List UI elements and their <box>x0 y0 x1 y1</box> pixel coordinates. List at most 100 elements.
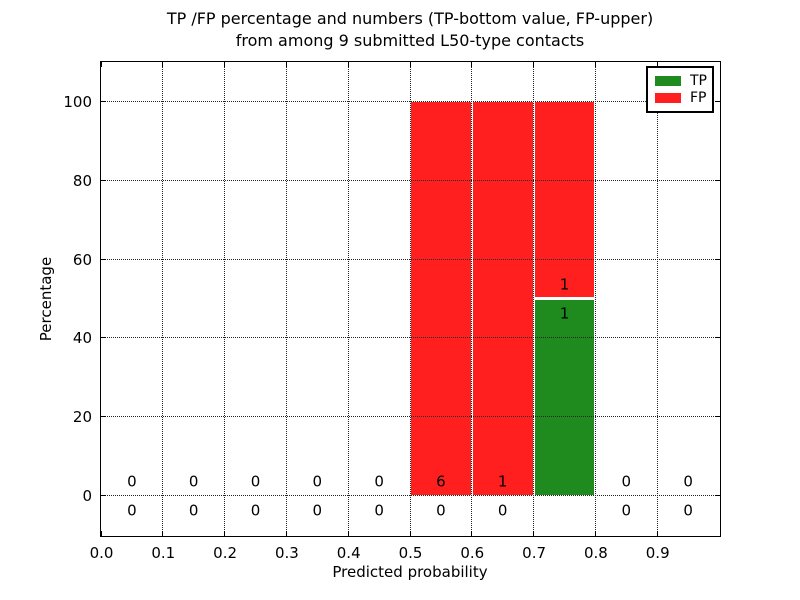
tick-mark-left <box>101 258 106 260</box>
grid-line-vertical <box>162 62 164 536</box>
tick-mark-top <box>285 62 287 67</box>
tp-count-label: 0 <box>497 501 508 520</box>
fp-count-label: 6 <box>436 472 446 491</box>
tp-count-label: 0 <box>127 501 137 520</box>
x-tick-label: 0.6 <box>460 543 485 562</box>
legend-swatch-fp <box>655 92 681 103</box>
tick-mark-top <box>347 62 349 67</box>
tick-mark-bottom <box>224 531 226 536</box>
tick-mark-left <box>101 100 106 102</box>
tp-count-label: 0 <box>188 501 199 520</box>
chart-title-line1: TP /FP percentage and numbers (TP-bottom… <box>166 9 654 28</box>
x-tick-label: 0.4 <box>336 543 361 562</box>
fp-count-label: 0 <box>683 472 693 491</box>
fp-count-label: 0 <box>374 472 384 491</box>
bar-fp-segment <box>471 101 534 496</box>
fp-count-label: 0 <box>621 472 632 491</box>
tick-mark-bottom <box>409 531 411 536</box>
fp-count-label: 1 <box>559 275 570 293</box>
tick-mark-top <box>224 62 226 67</box>
grid-line-horizontal <box>101 179 720 181</box>
tick-mark-bottom <box>471 531 473 536</box>
tp-count-label: 1 <box>559 304 570 322</box>
tick-mark-bottom <box>162 531 164 536</box>
fp-count-label: 1 <box>497 472 508 491</box>
x-tick-label: 0.1 <box>151 543 176 562</box>
tick-mark-top <box>533 62 535 67</box>
y-tick-label: 40 <box>72 329 92 348</box>
tick-mark-left <box>101 337 106 339</box>
tick-mark-right <box>715 258 720 260</box>
tick-mark-right <box>715 495 720 497</box>
legend-label: FP <box>690 89 707 106</box>
grid-line-vertical <box>347 62 349 536</box>
tp-count-label: 0 <box>436 501 446 520</box>
tick-mark-right <box>715 179 720 181</box>
tick-mark-bottom <box>285 531 287 536</box>
grid-line-vertical <box>224 62 226 536</box>
grid-line-horizontal <box>101 495 720 497</box>
tp-count-label: 0 <box>374 501 384 520</box>
grid-line-vertical <box>594 62 596 536</box>
plot-area: 0 0 0 0 0 0 0 0 0 0 6 0 1 0 1 1 0 0 0 0 <box>100 61 721 537</box>
tick-mark-right <box>715 416 720 418</box>
grid-line-vertical <box>471 62 473 536</box>
tp-count-label: 0 <box>621 501 632 520</box>
y-tick-label: 20 <box>72 408 92 427</box>
tick-mark-top <box>594 62 596 67</box>
x-axis-label: Predicted probability <box>332 563 488 581</box>
grid-line-vertical <box>533 62 535 536</box>
legend-label: TP <box>690 73 707 90</box>
x-tick-label: 0.7 <box>522 543 547 562</box>
legend: TP FP <box>646 66 714 113</box>
legend-swatch-tp <box>655 76 681 87</box>
tick-mark-left <box>101 495 106 497</box>
tick-mark-bottom <box>656 531 658 536</box>
y-tick-label: 80 <box>72 171 92 190</box>
tp-count-label: 0 <box>312 501 323 520</box>
x-tick-label: 0.2 <box>213 543 238 562</box>
bar-fp-segment <box>410 101 472 496</box>
tick-mark-left <box>101 179 106 181</box>
chart-title: TP /FP percentage and numbers (TP-bottom… <box>101 8 719 52</box>
fp-count-label: 0 <box>312 472 323 491</box>
tick-mark-top <box>656 62 658 67</box>
tp-count-label: 0 <box>250 501 261 520</box>
fp-count-label: 0 <box>188 472 199 491</box>
tick-mark-bottom <box>594 531 596 536</box>
tp-count-label: 0 <box>683 501 693 520</box>
grid-line-horizontal <box>101 416 720 418</box>
bar-fp-segment <box>533 101 596 299</box>
tick-mark-bottom <box>347 531 349 536</box>
x-tick-label: 0.0 <box>89 543 114 562</box>
y-tick-label: 60 <box>72 250 92 269</box>
fp-count-label: 0 <box>250 472 261 491</box>
x-tick-label: 0.3 <box>274 543 299 562</box>
grid-line-horizontal <box>101 337 720 339</box>
x-tick-label: 0.5 <box>398 543 423 562</box>
tick-mark-bottom <box>533 531 535 536</box>
tick-mark-right <box>715 100 720 102</box>
y-axis-label: Percentage <box>37 256 55 342</box>
y-tick-label: 0 <box>82 487 92 506</box>
y-tick-label: 100 <box>63 92 92 111</box>
chart-title-line2: from among 9 submitted L50-type contacts <box>235 31 585 50</box>
x-tick-label: 0.8 <box>583 543 608 562</box>
tick-mark-left <box>101 416 106 418</box>
tick-mark-top <box>100 62 102 67</box>
grid-line-vertical <box>409 62 411 536</box>
grid-line-vertical <box>656 62 658 536</box>
x-tick-label: 0.9 <box>645 543 670 562</box>
fp-count-label: 0 <box>127 472 137 491</box>
grid-line-horizontal <box>101 258 720 260</box>
tick-mark-right <box>715 337 720 339</box>
tick-mark-top <box>162 62 164 67</box>
tick-mark-top <box>409 62 411 67</box>
legend-entry-fp: FP <box>655 89 707 106</box>
legend-entry-tp: TP <box>655 73 707 90</box>
grid-line-horizontal <box>101 100 720 102</box>
grid-line-vertical <box>285 62 287 536</box>
tick-mark-top <box>471 62 473 67</box>
tick-mark-bottom <box>100 531 102 536</box>
